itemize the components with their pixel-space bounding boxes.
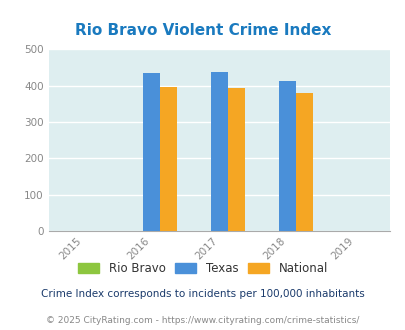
Legend: Rio Bravo, Texas, National: Rio Bravo, Texas, National xyxy=(75,258,330,279)
Text: Crime Index corresponds to incidents per 100,000 inhabitants: Crime Index corresponds to incidents per… xyxy=(41,289,364,299)
Bar xyxy=(295,93,312,231)
Text: © 2025 CityRating.com - https://www.cityrating.com/crime-statistics/: © 2025 CityRating.com - https://www.city… xyxy=(46,316,359,325)
Bar xyxy=(210,72,227,231)
Bar xyxy=(227,87,244,231)
Bar xyxy=(142,73,159,231)
Bar xyxy=(159,86,176,231)
Text: Rio Bravo Violent Crime Index: Rio Bravo Violent Crime Index xyxy=(75,23,330,38)
Bar xyxy=(278,82,295,231)
